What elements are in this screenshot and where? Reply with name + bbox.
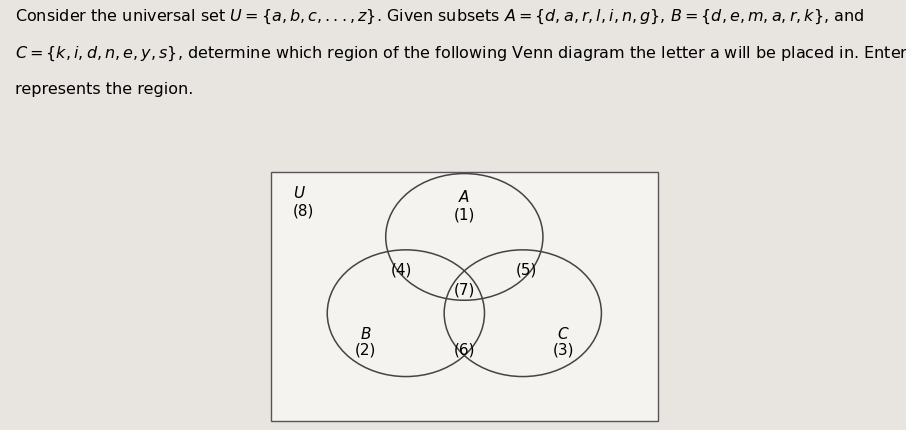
Text: $\mathit{B}$: $\mathit{B}$ <box>360 325 371 341</box>
Text: (7): (7) <box>454 282 475 296</box>
Text: $\mathit{A}$: $\mathit{A}$ <box>458 188 470 204</box>
Text: (3): (3) <box>553 342 573 357</box>
Text: (8): (8) <box>293 203 314 218</box>
Text: represents the region.: represents the region. <box>15 82 194 97</box>
Text: (5): (5) <box>516 262 537 277</box>
FancyBboxPatch shape <box>271 173 658 421</box>
Text: (6): (6) <box>454 342 475 357</box>
Text: Consider the universal set $\mathit{U} = \left\{a, b, c, ..., z\right\}$. Given : Consider the universal set $\mathit{U} =… <box>15 7 864 26</box>
Text: $\mathit{U}$: $\mathit{U}$ <box>293 184 306 200</box>
Text: (4): (4) <box>391 262 412 277</box>
Text: $\mathit{C}$: $\mathit{C}$ <box>557 325 569 341</box>
Text: (2): (2) <box>355 342 376 357</box>
Text: (1): (1) <box>454 207 475 221</box>
Text: $C = \left\{k, i, d, n, e, y, s\right\}$, determine which region of the followin: $C = \left\{k, i, d, n, e, y, s\right\}$… <box>15 45 906 63</box>
